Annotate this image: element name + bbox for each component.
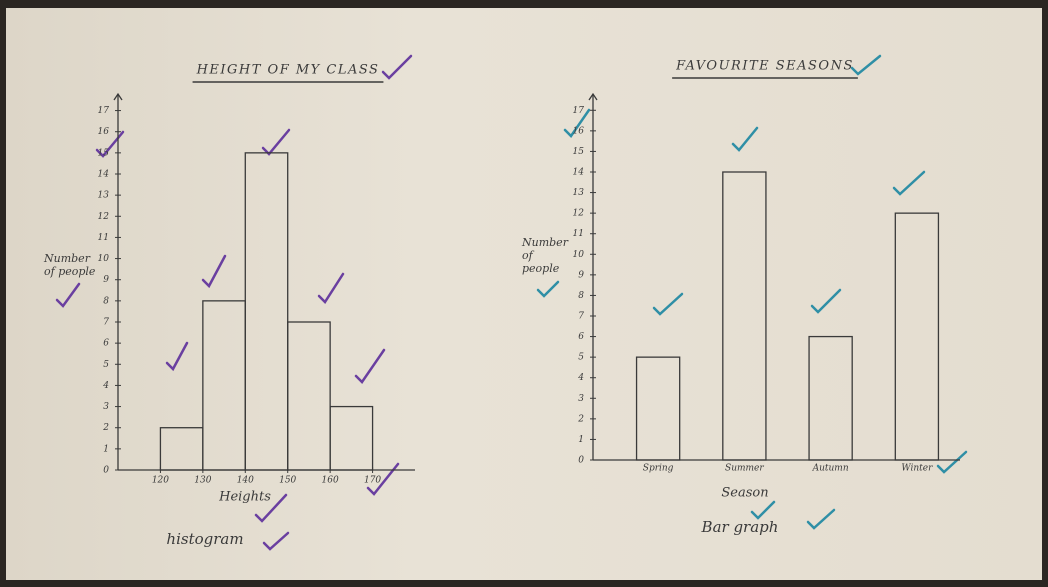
y-tick-label: 5 [103,360,109,370]
x-tick-label: 140 [237,476,254,486]
check-mark [201,254,227,289]
y-tick-label: 10 [573,250,585,260]
y-tick-label: 10 [98,254,110,264]
check-mark [165,341,189,372]
y-tick-label: 3 [103,402,109,412]
histogram-bar [244,152,289,471]
check-mark [892,170,926,196]
bar [808,335,853,461]
y-tick-label: 16 [573,126,585,136]
check-mark [806,508,836,530]
y-tick-label: 7 [103,318,109,328]
histogram-bar [329,405,374,471]
check-mark [731,126,759,152]
y-tick-label: 13 [573,188,585,198]
y-tick-label: 1 [578,435,584,445]
y-tick-label: 14 [573,168,585,178]
paper [6,8,1042,580]
check-mark [55,282,81,308]
y-tick-label: 13 [98,191,110,201]
y-tick-label: 12 [98,212,110,222]
y-tick-label: 11 [573,229,584,239]
y-tick-label: 12 [573,209,585,219]
check-mark [850,54,882,76]
check-mark [563,108,591,138]
x-tick-label: Spring [643,464,674,474]
y-tick-label: 15 [98,148,110,158]
check-mark [750,500,776,520]
histogram-bar [287,321,331,471]
y-tick-label: 1 [103,444,109,454]
y-tick-label: 17 [573,106,585,116]
y-tick-label: 8 [578,291,584,301]
bar [894,212,940,461]
check-mark [354,348,386,384]
histogram-bar [159,427,204,471]
y-tick-label: 15 [573,147,585,157]
check-mark [366,462,400,496]
y-tick-label: 9 [578,270,584,280]
x-axis-label: Season [721,486,768,501]
bar [722,171,767,461]
y-tick-label: 16 [98,127,110,137]
chart-title: HEIGHT OF MY CLASS [196,63,380,78]
check-mark [317,272,345,304]
check-mark [810,288,842,314]
check-mark [261,128,291,156]
x-tick-label: Winter [901,464,933,474]
y-tick-label: 7 [578,312,584,322]
check-mark [652,292,684,316]
x-tick-label: 150 [279,476,296,486]
y-tick-label: 5 [578,353,584,363]
check-mark [262,531,290,551]
x-tick-label: 120 [152,476,169,486]
y-tick-label: 14 [98,170,110,180]
y-tick-label: 6 [578,332,584,342]
y-tick-label: 0 [103,466,109,476]
x-tick-label: 130 [194,476,211,486]
check-mark [536,280,560,298]
y-axis-label: Number of people [44,252,96,278]
chart-title: FAVOURITE SEASONS [675,59,854,74]
x-axis-label: Heights [218,490,271,505]
annotation: histogram [166,530,243,548]
y-tick-label: 8 [103,296,109,306]
y-tick-label: 2 [102,423,109,433]
check-mark [95,130,125,158]
y-tick-label: 6 [103,339,109,349]
y-tick-label: 4 [102,381,109,391]
y-tick-label: 11 [98,233,109,243]
check-marks [55,54,968,551]
y-axis-arrow [588,92,598,101]
y-tick-label: 0 [578,456,584,466]
y-tick-label: 3 [578,394,584,404]
check-mark [381,54,413,80]
annotation: Bar graph [701,518,779,536]
x-tick-label: 170 [364,476,381,486]
x-tick-label: Summer [725,464,764,474]
check-mark [254,493,288,523]
y-axis-arrow [113,92,123,101]
x-tick-label: 160 [322,476,339,486]
y-axis-label: Number of people [522,236,568,275]
x-tick-label: Autumn [812,464,849,474]
histogram-bar [202,300,246,471]
check-mark [936,450,968,474]
y-tick-label: 9 [103,275,109,285]
bar [635,356,681,461]
y-tick-label: 4 [577,373,584,383]
y-tick-label: 17 [98,106,110,116]
y-tick-label: 2 [577,414,584,424]
